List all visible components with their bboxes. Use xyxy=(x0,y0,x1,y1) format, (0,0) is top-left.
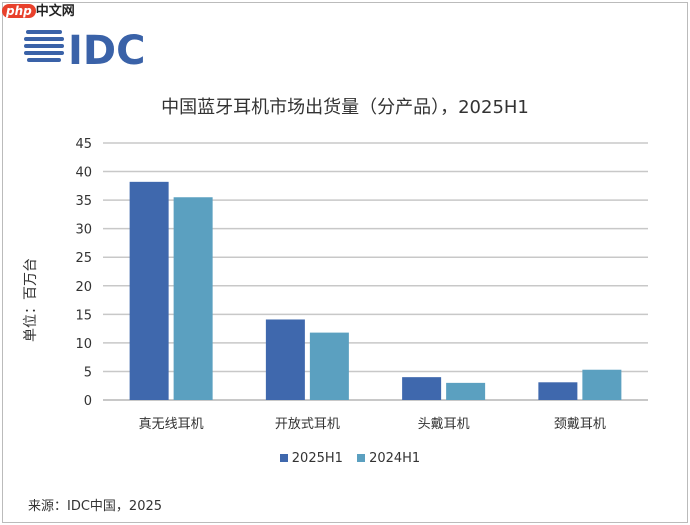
y-tick-label: 45 xyxy=(75,137,92,152)
y-tick-label: 15 xyxy=(75,308,92,323)
x-tick-label: 开放式耳机 xyxy=(275,417,340,432)
y-tick-label: 0 xyxy=(84,394,92,409)
watermark-text: 中文网 xyxy=(35,4,75,19)
legend: 2025H1 2024H1 xyxy=(0,451,690,466)
legend-swatch-2025h1 xyxy=(279,454,288,462)
y-tick-label: 35 xyxy=(75,194,92,209)
y-tick-label: 30 xyxy=(75,223,92,238)
watermark: php 中文网 xyxy=(2,0,75,19)
watermark-prefix: php xyxy=(2,4,36,18)
legend-swatch-2024h1 xyxy=(357,454,366,462)
bar-2024H1-2 xyxy=(446,382,486,400)
x-tick-label: 头戴耳机 xyxy=(418,417,470,432)
bar-2025H1-1 xyxy=(265,319,305,400)
x-tick-label: 颈戴耳机 xyxy=(554,417,606,432)
y-tick-label: 5 xyxy=(84,365,92,380)
bar-2024H1-1 xyxy=(309,332,349,400)
legend-label-2025h1: 2025H1 xyxy=(291,451,343,466)
y-tick-label: 40 xyxy=(75,166,92,181)
bar-2024H1-0 xyxy=(173,197,213,400)
y-tick-label: 20 xyxy=(75,280,92,295)
logo-text: IDC xyxy=(68,28,145,70)
legend-label-2024h1: 2024H1 xyxy=(369,451,421,466)
bar-2025H1-3 xyxy=(538,382,578,400)
y-tick-label: 25 xyxy=(75,251,92,266)
idc-logo: IDC xyxy=(24,28,145,70)
chart-title: 中国蓝牙耳机市场出货量（分产品），2025H1 xyxy=(161,97,529,118)
y-tick-label: 10 xyxy=(75,337,92,352)
x-tick-label: 真无线耳机 xyxy=(139,417,204,432)
bar-2024H1-3 xyxy=(582,369,622,400)
bar-2025H1-2 xyxy=(402,377,442,400)
source-note: 来源：IDC中国，2025 xyxy=(28,499,163,514)
bar-2025H1-0 xyxy=(129,181,169,400)
